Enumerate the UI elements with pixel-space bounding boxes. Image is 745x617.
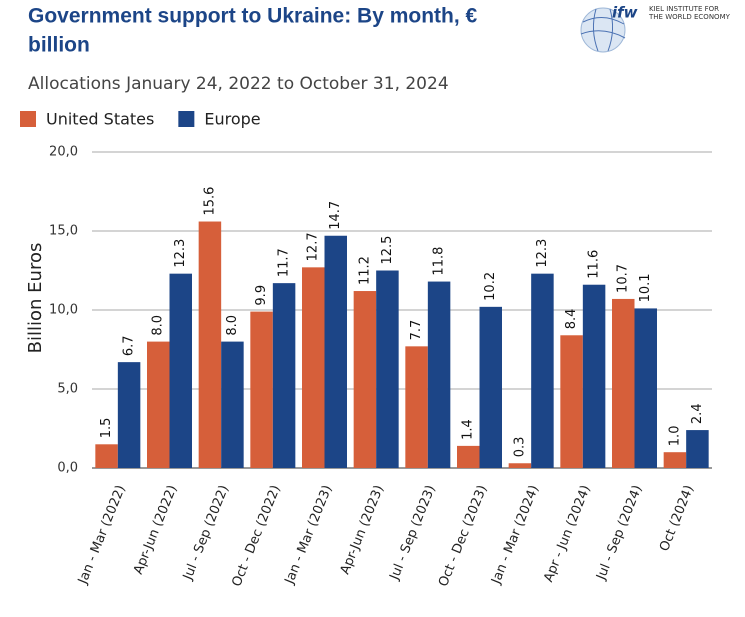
- bar: [531, 273, 554, 468]
- value-label: 11.8: [432, 247, 447, 276]
- value-label: 0.3: [512, 437, 527, 458]
- value-label: 12.3: [535, 239, 550, 268]
- bar: [663, 452, 687, 468]
- bar: [302, 267, 325, 468]
- y-tick-label: 10,0: [49, 303, 78, 318]
- x-tick-label: Apr-Jun (2022): [131, 483, 180, 576]
- x-tick-label: Jul - Sep (2023): [387, 483, 439, 583]
- bar: [169, 273, 192, 468]
- value-label: 7.7: [409, 320, 424, 341]
- bar: [324, 235, 347, 468]
- value-label: 12.7: [306, 232, 321, 261]
- value-label: 1.5: [99, 418, 114, 439]
- x-tick-label: Jan - Mar (2022): [75, 483, 129, 587]
- x-tick-label: Apr - Jun (2024): [541, 483, 594, 584]
- value-label: 8.0: [225, 315, 240, 336]
- bar: [117, 362, 141, 468]
- value-label: 9.9: [254, 285, 269, 306]
- value-label: 12.3: [173, 239, 188, 268]
- value-label: 10.1: [638, 273, 653, 302]
- value-label: 8.0: [151, 315, 166, 336]
- logo-lines: [580, 8, 626, 52]
- value-label: 8.4: [564, 309, 579, 330]
- bar: [353, 291, 377, 468]
- legend-swatch: [20, 111, 36, 127]
- bar: [634, 308, 657, 468]
- chart-title-line-2: billion: [28, 34, 90, 57]
- value-label: 14.7: [328, 201, 343, 230]
- y-axis-label: Billion Euros: [25, 243, 46, 354]
- value-label: 2.4: [690, 403, 705, 424]
- y-tick-label: 5,0: [57, 382, 78, 397]
- value-label: 6.7: [122, 335, 137, 356]
- x-tick-label: Oct - Dec (2023): [436, 483, 490, 589]
- value-label: 11.7: [277, 248, 292, 277]
- bar: [582, 284, 606, 468]
- bar: [457, 445, 480, 468]
- bar: [686, 430, 709, 468]
- value-label: 10.7: [616, 264, 631, 293]
- x-tick-label: Oct (2024): [657, 483, 697, 553]
- x-tick-label: Jul - Sep (2022): [180, 483, 232, 583]
- x-tick-label: Jan - Mar (2024): [489, 483, 543, 587]
- bar: [479, 306, 502, 468]
- logo: ifw KIEL INSTITUTE FOR THE WORLD ECONOMY: [580, 4, 731, 53]
- logo-mark: ifw: [612, 4, 638, 22]
- value-label: 1.4: [461, 419, 476, 440]
- value-label: 10.2: [483, 272, 498, 301]
- bar: [221, 341, 244, 468]
- chart-title-line-1: Government support to Ukraine: By month,…: [28, 5, 478, 28]
- y-tick-label: 15,0: [49, 224, 78, 239]
- bar: [198, 221, 222, 468]
- bar: [427, 281, 451, 468]
- chart-subtitle: Allocations January 24, 2022 to October …: [28, 74, 449, 94]
- legend-swatch: [178, 111, 195, 127]
- bar: [95, 444, 118, 468]
- logo-name-2: THE WORLD ECONOMY: [648, 13, 731, 21]
- bar: [376, 270, 399, 468]
- bar: [405, 346, 428, 468]
- value-label: 11.2: [357, 256, 372, 285]
- bar: [147, 341, 170, 468]
- x-tick-label: Oct - Dec (2022): [229, 483, 283, 589]
- bar: [272, 283, 296, 468]
- x-tick-label: Apr-Jun (2023): [338, 483, 387, 576]
- logo-name-1: KIEL INSTITUTE FOR: [649, 5, 719, 13]
- value-label: 1.0: [667, 426, 682, 447]
- legend-label: Europe: [204, 110, 260, 129]
- legend-label: United States: [46, 110, 154, 129]
- bar: [612, 298, 635, 468]
- y-tick-label: 0,0: [57, 461, 78, 476]
- x-tick-label: Jan - Mar (2023): [282, 483, 336, 587]
- y-tick-label: 20,0: [49, 145, 78, 160]
- bar: [508, 463, 532, 468]
- value-label: 11.6: [587, 250, 602, 279]
- value-label: 12.5: [380, 236, 395, 265]
- bar: [560, 335, 583, 468]
- value-label: 15.6: [202, 187, 217, 216]
- x-tick-label: Jul - Sep (2024): [594, 483, 646, 583]
- bar: [250, 311, 273, 468]
